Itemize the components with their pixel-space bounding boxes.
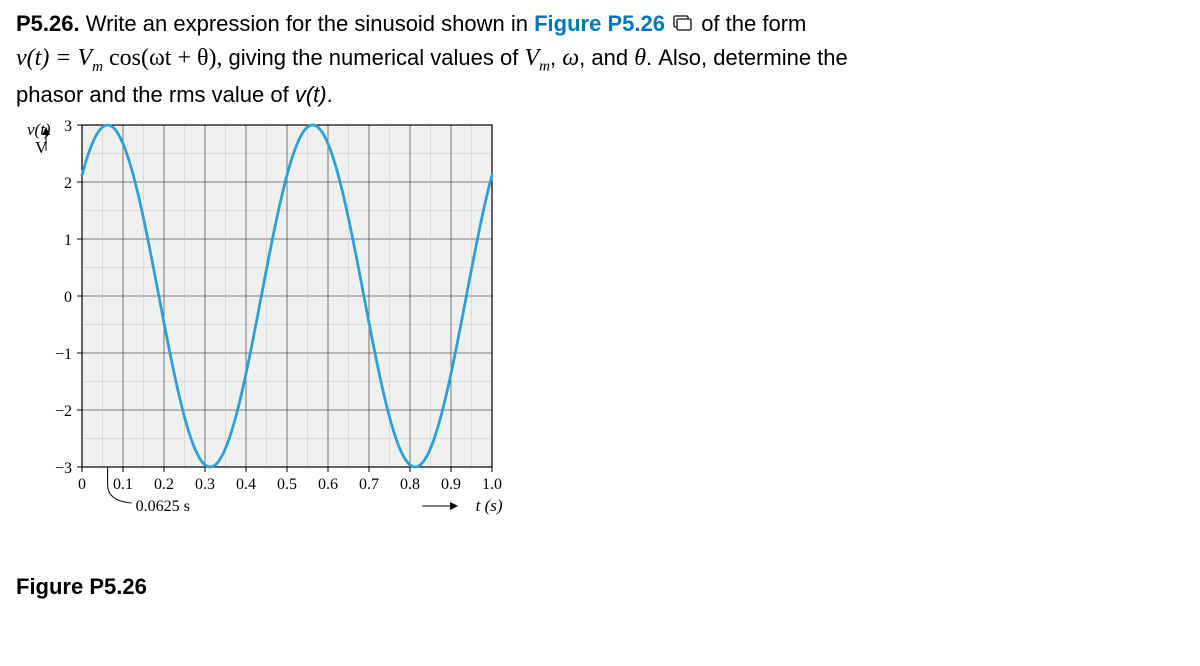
text-line3: phasor and the rms value of <box>16 82 295 107</box>
c1: , <box>550 45 562 70</box>
svg-text:0.4: 0.4 <box>236 476 256 493</box>
svg-text:0.7: 0.7 <box>359 476 379 493</box>
text-1: Write an expression for the sinusoid sho… <box>80 11 535 36</box>
svg-text:0: 0 <box>64 289 72 306</box>
text-2: of the form <box>695 11 806 36</box>
svg-text:−3: −3 <box>55 460 72 477</box>
svg-text:3: 3 <box>64 118 72 135</box>
svg-text:0.5: 0.5 <box>277 476 297 493</box>
text-4: . Also, determine the <box>646 45 848 70</box>
svg-text:−2: −2 <box>55 403 72 420</box>
svg-text:−1: −1 <box>55 346 72 363</box>
figure-caption: Figure P5.26 <box>16 574 1184 600</box>
svg-text:0.1: 0.1 <box>113 476 133 493</box>
problem-number: P5.26. <box>16 11 80 36</box>
svg-text:0.9: 0.9 <box>441 476 461 493</box>
svg-text:0.6: 0.6 <box>318 476 338 493</box>
svg-text:v(t): v(t) <box>27 120 51 139</box>
c2: , and <box>579 45 634 70</box>
problem-statement: P5.26. Write an expression for the sinus… <box>16 8 1184 111</box>
period: . <box>327 82 333 107</box>
svg-text:0.0625 s: 0.0625 s <box>136 498 190 515</box>
svg-text:t (s): t (s) <box>476 496 503 515</box>
eq-sub: m <box>92 59 103 75</box>
svg-text:1: 1 <box>64 232 72 249</box>
vt: v(t) <box>295 82 327 107</box>
svg-text:0.3: 0.3 <box>195 476 215 493</box>
svg-text:0: 0 <box>78 476 86 493</box>
equation: v(t) = Vm cos(ωt + θ), <box>16 45 229 71</box>
svg-text:0.2: 0.2 <box>154 476 174 493</box>
sym-omega: ω <box>562 45 579 71</box>
sym-v: V <box>524 45 539 71</box>
eq-lhs: v(t) = V <box>16 45 92 71</box>
figure-ref[interactable]: Figure P5.26 <box>534 11 665 36</box>
sym-theta: θ <box>634 45 646 71</box>
svg-text:1.0: 1.0 <box>482 476 502 493</box>
chart: −3 −2 −1 0 1 2 3 0 0.1 0.2 0.3 0.4 0.5 0.6 0.7 0.8 0.9 1.… <box>12 115 532 545</box>
book-icon[interactable] <box>673 9 693 41</box>
figure-container: −3 −2 −1 0 1 2 3 0 0.1 0.2 0.3 0.4 0.5 0.6 0.7 0.8 0.9 1.… <box>12 115 1184 550</box>
svg-text:2: 2 <box>64 175 72 192</box>
eq-mid: cos(ωt + θ), <box>103 45 222 71</box>
sym-v-sub: m <box>539 59 550 75</box>
text-3: giving the numerical values of <box>229 45 525 70</box>
svg-text:0.8: 0.8 <box>400 476 420 493</box>
